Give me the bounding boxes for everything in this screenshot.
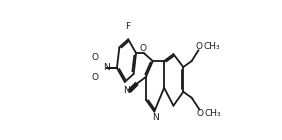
Text: N: N [152, 113, 159, 122]
Text: F: F [125, 22, 130, 31]
Text: CH₃: CH₃ [204, 42, 221, 51]
Text: O: O [196, 109, 203, 118]
Text: N: N [103, 63, 109, 72]
Text: O: O [92, 53, 99, 62]
Text: N: N [123, 86, 130, 95]
Text: O: O [195, 42, 202, 51]
Text: O: O [92, 73, 99, 82]
Text: CH₃: CH₃ [205, 109, 221, 118]
Text: O: O [139, 44, 146, 53]
